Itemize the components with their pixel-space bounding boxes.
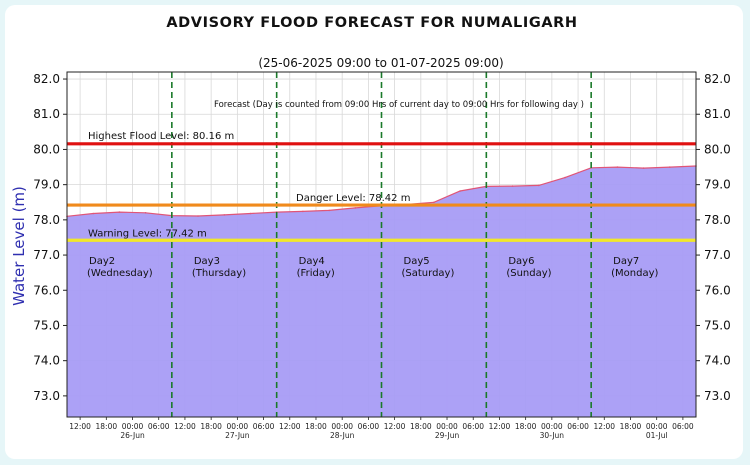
data-point: [144, 212, 147, 214]
x-tick-label: 18:00: [305, 422, 327, 431]
data-point: [328, 209, 330, 212]
day-weekday: (Monday): [611, 268, 658, 279]
data-point: [302, 210, 304, 213]
x-tick-label: 12:00: [593, 422, 615, 431]
forecast-note: Forecast (Day is counted from 09:00 Hrs …: [214, 100, 584, 110]
day-label: Day2: [89, 256, 115, 267]
x-tick-label: 00:00: [646, 422, 668, 431]
day-weekday: (Friday): [297, 268, 335, 279]
day-weekday: (Sunday): [506, 268, 551, 279]
x-tick-label: 12:00: [489, 422, 511, 431]
x-tick-label: 06:00: [567, 422, 589, 431]
data-point: [118, 211, 121, 213]
y-tick-label-right: 73.0: [704, 389, 731, 403]
threshold-label: Warning Level: 77.42 m: [88, 228, 207, 239]
threshold-label: Danger Level: 78.42 m: [296, 193, 410, 204]
annotations: Forecast (Day is counted from 09:00 Hrs …: [87, 100, 659, 279]
y-tick-label: 75.0: [33, 318, 60, 332]
y-axis-label: Water Level (m): [10, 186, 28, 306]
x-tick-date: 30-Jun: [540, 431, 565, 440]
y-tick-label-right: 79.0: [704, 178, 731, 192]
water-level-area: [67, 166, 696, 417]
data-point: [642, 167, 645, 169]
data-point: [538, 184, 540, 187]
x-tick-label: 06:00: [462, 422, 484, 431]
x-tick-date: 27-Jun: [225, 431, 250, 440]
x-tick-label: 00:00: [541, 422, 563, 431]
y-tick-label: 80.0: [33, 142, 60, 156]
x-tick-label: 00:00: [331, 422, 353, 431]
y-tick-label-right: 75.0: [704, 318, 731, 332]
day-weekday: (Wednesday): [87, 268, 153, 279]
y-tick-label: 74.0: [33, 354, 60, 368]
day-label: Day4: [299, 256, 325, 267]
data-point: [669, 166, 671, 168]
y-tick-label: 77.0: [33, 248, 60, 262]
y-tick-label-right: 82.0: [704, 72, 731, 86]
x-tick-label: 18:00: [96, 422, 118, 431]
data-point: [354, 207, 357, 209]
x-tick-label: 12:00: [174, 422, 196, 431]
data-point: [92, 212, 94, 215]
x-tick-label: 18:00: [410, 422, 432, 431]
axes-frame: [66, 71, 697, 418]
data-point: [433, 201, 435, 204]
y-tick-label: 79.0: [33, 178, 60, 192]
y-tick-label-right: 81.0: [704, 107, 731, 121]
day-label: Day5: [404, 256, 430, 267]
y-tick-label: 81.0: [33, 107, 60, 121]
x-tick-label: 12:00: [279, 422, 301, 431]
x-tick-date: 01-Jul: [646, 431, 668, 440]
x-tick-label: 06:00: [358, 422, 380, 431]
data-point: [249, 212, 252, 215]
data-point: [459, 190, 461, 192]
data-point: [197, 215, 199, 217]
data-point: [564, 176, 566, 179]
x-tick-label: 18:00: [515, 422, 537, 431]
y-tick-label: 78.0: [33, 213, 60, 227]
x-tick-label: 00:00: [227, 422, 249, 431]
data-point: [223, 214, 226, 216]
day-label: Day6: [508, 256, 534, 267]
x-tick-date: 28-Jun: [330, 431, 355, 440]
data-point: [511, 185, 514, 187]
y-tick-label-right: 77.0: [704, 248, 731, 262]
day-weekday: (Saturday): [402, 268, 455, 279]
data-point: [616, 166, 619, 168]
y-tick-label-right: 76.0: [704, 283, 731, 297]
x-tick-label: 06:00: [672, 422, 694, 431]
y-tick-label-right: 78.0: [704, 213, 731, 227]
x-tick-date: 26-Jun: [120, 431, 145, 440]
x-tick-label: 00:00: [122, 422, 144, 431]
y-tick-label: 76.0: [33, 283, 60, 297]
y-tick-label-right: 80.0: [704, 142, 731, 156]
x-tick-label: 18:00: [620, 422, 642, 431]
axes: 73.0 73.0 74.0 74.0 75.0 75.0 76.0 76.0 77.0 77.0…: [33, 71, 731, 440]
x-tick-label: 18:00: [200, 422, 222, 431]
threshold-label: Highest Flood Level: 80.16 m: [88, 131, 234, 142]
y-tick-label-right: 74.0: [704, 354, 731, 368]
day-dividers: [171, 72, 592, 417]
threshold-lines: [67, 142, 696, 242]
x-tick-label: 06:00: [253, 422, 275, 431]
chart-title: ADVISORY FLOOD FORECAST FOR NUMALIGARH: [166, 15, 577, 31]
day-label: Day7: [613, 256, 639, 267]
day-weekday: (Thursday): [192, 268, 246, 279]
day-label: Day3: [194, 256, 220, 267]
x-tick-label: 12:00: [69, 422, 91, 431]
x-tick-label: 06:00: [148, 422, 170, 431]
chart-subtitle: (25-06-2025 09:00 to 01-07-2025 09:00): [258, 56, 503, 70]
x-tick-label: 00:00: [436, 422, 458, 431]
y-tick-label: 73.0: [33, 389, 60, 403]
x-tick-date: 29-Jun: [435, 431, 460, 440]
y-tick-label: 82.0: [33, 72, 60, 86]
x-tick-label: 12:00: [384, 422, 406, 431]
